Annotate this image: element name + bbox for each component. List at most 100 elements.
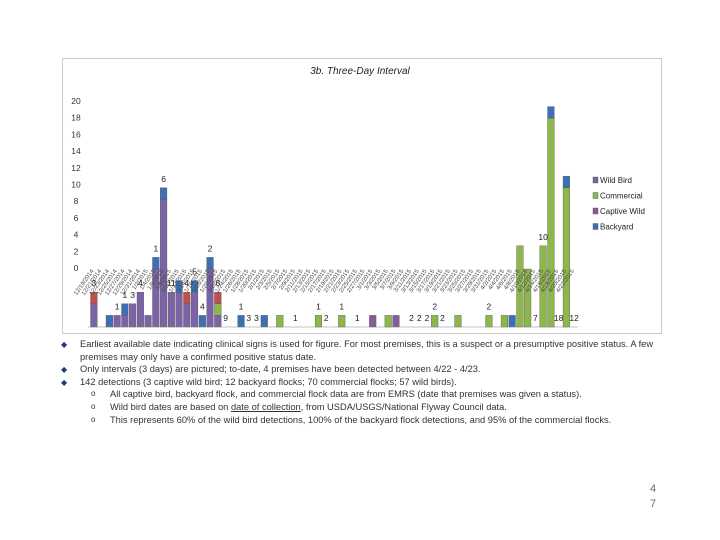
y-tick-label: 14 <box>71 146 81 156</box>
bar-segment <box>392 315 400 328</box>
y-tick-label: 0 <box>74 263 79 273</box>
legend-swatch <box>592 192 599 199</box>
page-number-digit: 4 <box>649 483 657 495</box>
legend-swatch <box>592 207 599 215</box>
note-item: ◆ Only intervals (3 days) are pictured; … <box>60 363 660 376</box>
legend-swatch <box>592 176 599 184</box>
circle-bullet-icon: o <box>91 389 96 399</box>
legend-swatch <box>592 223 599 230</box>
data-label: 2 <box>432 301 437 311</box>
bar-segment <box>167 292 175 328</box>
sub-note-item: o Wild bird dates are based on date of c… <box>60 401 660 414</box>
diamond-bullet-icon: ◆ <box>61 340 68 349</box>
legend-label: Backyard <box>600 223 633 232</box>
bar-segment <box>338 315 346 328</box>
data-label: 1 <box>153 243 158 253</box>
bar-segment <box>129 303 137 328</box>
data-label: 6 <box>161 174 166 184</box>
bar-segment <box>121 303 129 316</box>
data-label: 7 <box>533 313 538 323</box>
bar-segment <box>547 117 555 328</box>
diamond-bullet-icon: ◆ <box>61 377 68 387</box>
y-tick-label: 2 <box>74 246 79 256</box>
bar-segment <box>113 315 121 328</box>
sub-note-item: o This represents 60% of the wild bird d… <box>60 414 660 427</box>
data-label: 1 <box>122 290 127 300</box>
data-label: 1 <box>293 313 298 323</box>
bar-segment <box>183 292 191 305</box>
bar-segment <box>206 257 214 270</box>
data-label: 1 <box>115 301 120 311</box>
bar-segment <box>314 315 323 328</box>
data-label: 18 <box>554 313 564 323</box>
y-tick-label: 4 <box>74 230 79 240</box>
sub-note-text: Wild bird dates are based on <box>110 401 231 412</box>
bar-segment <box>454 315 462 328</box>
page-number-digit: 7 <box>649 498 657 510</box>
data-label: 3 <box>254 313 259 323</box>
notes-list: ◆ Earliest available date indicating cli… <box>60 338 660 426</box>
note-item: ◆ 142 detections (3 captive wild bird; 1… <box>60 376 660 389</box>
bar-segment <box>191 292 199 328</box>
data-label: 3 <box>130 290 135 300</box>
chart-frame <box>62 58 662 334</box>
bar-segment <box>105 315 113 328</box>
bar-segment <box>547 106 555 119</box>
data-label: 3 <box>92 278 97 288</box>
bar-segment <box>152 257 160 270</box>
data-label: 2 <box>440 313 445 323</box>
data-label: 4 <box>184 278 189 288</box>
y-tick-label: 18 <box>71 113 81 123</box>
data-label: 10 <box>538 232 548 242</box>
bar-segment <box>384 315 392 328</box>
circle-bullet-icon: o <box>91 414 96 424</box>
bar-segment <box>175 292 183 328</box>
bar-segment <box>485 315 493 328</box>
bar-segment <box>562 175 570 188</box>
chart-title: 3b. Three-Day Interval <box>310 66 410 77</box>
data-label: 5 <box>192 267 197 277</box>
y-tick-label: 6 <box>74 213 79 223</box>
data-label: 12 <box>569 313 579 323</box>
bar-segment <box>144 315 152 328</box>
sub-note-text: , from USDA/USGS/National Flyway Council… <box>300 401 507 412</box>
bar-segment <box>160 187 168 200</box>
bar-segment <box>276 315 284 328</box>
bar-segment <box>260 315 268 328</box>
bar-segment <box>90 292 98 305</box>
y-tick-label: 16 <box>71 129 81 139</box>
data-label: 8 <box>215 278 220 288</box>
bar-segment <box>431 315 439 328</box>
bar-segment <box>90 303 98 328</box>
data-label: 1 <box>239 301 244 311</box>
note-text: Earliest available date indicating clini… <box>80 339 654 362</box>
bar-segment <box>160 199 168 328</box>
bar-segment <box>191 280 199 293</box>
data-label: 2 <box>425 313 430 323</box>
bar-segment <box>237 315 245 328</box>
data-label: 4 <box>200 301 205 311</box>
data-label: 2 <box>409 313 414 323</box>
y-tick-label: 20 <box>71 96 81 106</box>
legend-label: Wild Bird <box>600 176 632 185</box>
note-text: Only intervals (3 days) are pictured; to… <box>80 364 481 375</box>
data-label: 4 <box>138 278 143 288</box>
data-label: 1 <box>355 313 360 323</box>
circle-bullet-icon: o <box>91 401 96 411</box>
legend-label: Captive Wild <box>600 207 645 216</box>
bar-segment <box>508 315 516 328</box>
data-label: 2 <box>208 243 213 253</box>
bar-segment <box>562 187 570 328</box>
data-label: 1 <box>339 301 344 311</box>
bar-segment <box>214 292 222 305</box>
y-tick-label: 12 <box>71 163 81 173</box>
diamond-bullet-icon: ◆ <box>61 365 68 375</box>
note-text: 142 detections (3 captive wild bird; 12 … <box>80 376 457 387</box>
bar-segment <box>198 315 206 328</box>
y-tick-label: 8 <box>74 196 79 206</box>
note-item: ◆ Earliest available date indicating cli… <box>60 338 660 363</box>
data-label: 2 <box>487 301 492 311</box>
bar-segment <box>214 315 222 328</box>
sub-note-text: All captive bird, backyard flock, and co… <box>110 389 582 400</box>
